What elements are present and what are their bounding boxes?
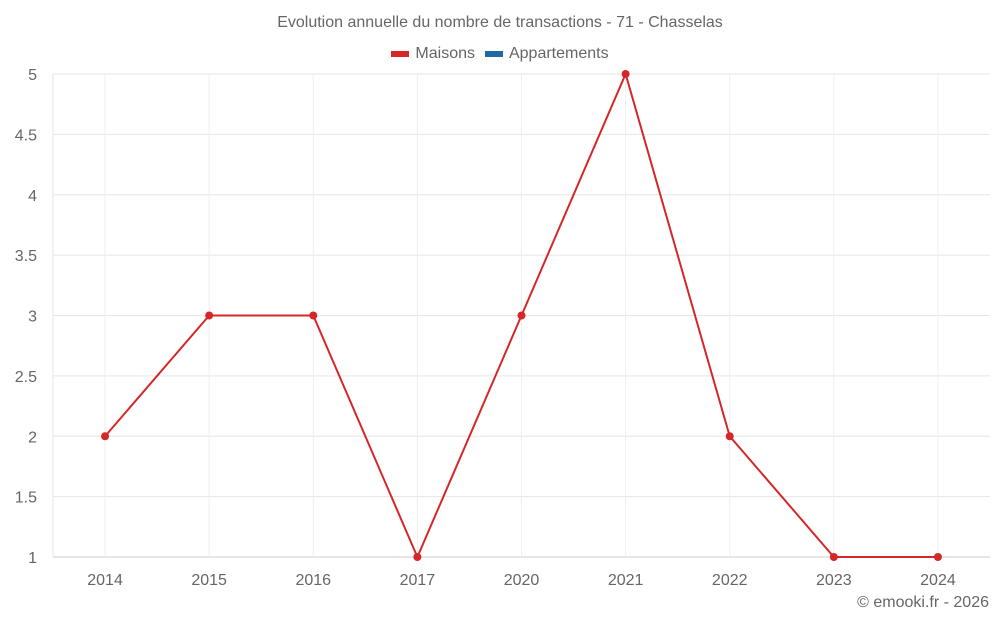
data-point[interactable] — [725, 432, 734, 441]
y-tick-label: 4.5 — [15, 127, 37, 144]
x-tick-label: 2020 — [504, 572, 540, 589]
credit-text: © emooki.fr - 2026 — [857, 594, 989, 611]
legend-swatch-appartements — [484, 51, 503, 57]
y-tick-label: 3 — [28, 309, 37, 326]
data-point[interactable] — [413, 553, 422, 561]
x-tick-label: 2015 — [191, 572, 227, 589]
x-tick-label: 2016 — [295, 572, 331, 589]
data-point[interactable] — [309, 311, 318, 320]
y-tick-label: 3.5 — [15, 248, 37, 265]
x-tick-label: 2022 — [712, 572, 748, 589]
y-tick-label: 1 — [28, 550, 37, 567]
chart-title: Evolution annuelle du nombre de transact… — [277, 14, 723, 31]
y-tick-label: 2.5 — [15, 369, 37, 386]
y-tick-label: 5 — [28, 67, 37, 84]
data-point[interactable] — [101, 432, 110, 441]
y-tick-label: 4 — [28, 188, 37, 205]
y-tick-label: 1.5 — [15, 490, 37, 507]
data-point[interactable] — [933, 553, 942, 561]
legend-label: Appartements — [508, 45, 609, 62]
x-tick-label: 2024 — [920, 572, 956, 589]
legend-label: Maisons — [415, 45, 475, 62]
legend: Maisons Appartements — [0, 45, 1000, 63]
x-tick-label: 2023 — [816, 572, 852, 589]
legend-item-maisons[interactable]: Maisons — [391, 45, 475, 63]
legend-swatch-maisons — [391, 51, 410, 57]
legend-item-appartements[interactable]: Appartements — [484, 45, 609, 63]
y-tick-label: 2 — [28, 429, 37, 446]
data-point[interactable] — [205, 311, 214, 320]
x-tick-label: 2014 — [87, 572, 123, 589]
x-tick-label: 2017 — [400, 572, 436, 589]
data-point[interactable] — [621, 70, 630, 78]
data-point[interactable] — [829, 553, 838, 561]
data-point[interactable] — [517, 311, 526, 320]
x-tick-label: 2021 — [608, 572, 644, 589]
